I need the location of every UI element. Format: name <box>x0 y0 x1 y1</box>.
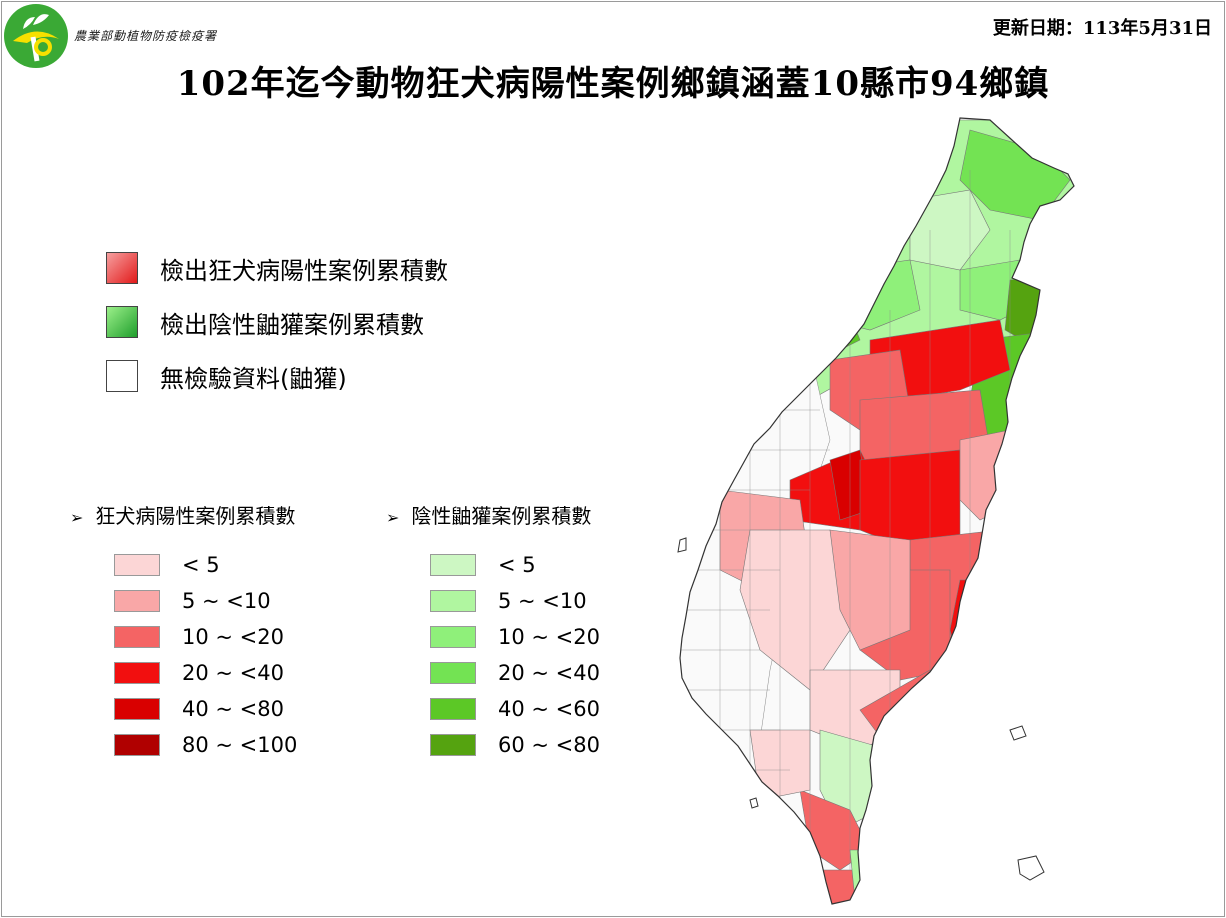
taiwan-outline <box>679 117 1075 905</box>
negative-scale-row: 40 ~ <60 <box>386 691 600 727</box>
negative-scale-row: 20 ~ <40 <box>386 655 600 691</box>
positive-scale-row: < 5 <box>70 547 297 583</box>
negative-scale-swatch <box>430 554 476 576</box>
west-islet <box>677 537 687 553</box>
positive-scale-label: 40 ~ <80 <box>182 697 284 721</box>
taiwan-choropleth-map <box>677 117 1075 905</box>
negative-scale-swatch <box>430 626 476 648</box>
negative-scale-row: < 5 <box>386 547 600 583</box>
agency-logo <box>4 4 68 68</box>
negative-scale-label: < 5 <box>498 553 536 577</box>
legend-no-data: 無檢驗資料(鼬獾) <box>106 358 448 394</box>
legend-no-data-swatch <box>106 360 138 392</box>
bullet-arrow-icon: ➢ <box>70 508 84 527</box>
small-islet <box>749 797 759 809</box>
positive-scale-swatch <box>114 554 160 576</box>
negative-scale-row: 10 ~ <20 <box>386 619 600 655</box>
positive-scale-row: 80 ~ <100 <box>70 727 297 763</box>
page-title: 102年迄今動物狂犬病陽性案例鄉鎮涵蓋10縣市94鄉鎮 <box>176 64 1050 104</box>
positive-scale-label: 80 ~ <100 <box>182 733 298 757</box>
positive-scale-swatch <box>114 662 160 684</box>
map-regions <box>680 118 1074 904</box>
negative-scale-swatch <box>430 662 476 684</box>
legend-positive-label: 檢出狂犬病陽性案例累積數 <box>160 256 448 285</box>
green-island <box>1009 725 1027 741</box>
legend-no-data-label: 無檢驗資料(鼬獾) <box>160 364 347 393</box>
positive-scale-row: 10 ~ <20 <box>70 619 297 655</box>
positive-scale-legend: ➢ 狂犬病陽性案例累積數 < 5 5 ~ <10 10 ~ <20 20 ~ <40 40… <box>70 500 297 763</box>
negative-scale-heading: ➢ 陰性鼬獾案例累積數 <box>386 504 592 528</box>
negative-scale-row: 5 ~ <10 <box>386 583 600 619</box>
legend-negative-label: 檢出陰性鼬獾案例累積數 <box>160 310 424 339</box>
positive-scale-heading: ➢ 狂犬病陽性案例累積數 <box>70 504 296 528</box>
negative-scale-legend: ➢ 陰性鼬獾案例累積數 < 5 5 ~ <10 10 ~ <20 20 ~ <40 40 … <box>386 500 600 763</box>
positive-scale-label: 5 ~ <10 <box>182 589 271 613</box>
update-date: 更新日期：113年5月31日 <box>992 18 1212 39</box>
legend-negative-swatch <box>106 306 138 338</box>
negative-scale-swatch <box>430 590 476 612</box>
positive-scale-label: 10 ~ <20 <box>182 625 284 649</box>
positive-scale-label: 20 ~ <40 <box>182 661 284 685</box>
positive-scale-label: < 5 <box>182 553 220 577</box>
negative-scale-label: 10 ~ <20 <box>498 625 600 649</box>
positive-scale-swatch <box>114 590 160 612</box>
legend-positive: 檢出狂犬病陽性案例累積數 <box>106 250 448 286</box>
positive-scale-row: 40 ~ <80 <box>70 691 297 727</box>
orchid-island <box>1017 855 1045 881</box>
legend-negative: 檢出陰性鼬獾案例累積數 <box>106 304 448 340</box>
positive-scale-row: 5 ~ <10 <box>70 583 297 619</box>
negative-scale-swatch <box>430 698 476 720</box>
negative-scale-label: 5 ~ <10 <box>498 589 587 613</box>
legend-positive-swatch <box>106 252 138 284</box>
main-legend: 檢出狂犬病陽性案例累積數 檢出陰性鼬獾案例累積數 無檢驗資料(鼬獾) <box>106 250 448 412</box>
negative-scale-label: 20 ~ <40 <box>498 661 600 685</box>
bullet-arrow-icon: ➢ <box>386 508 400 527</box>
positive-scale-swatch <box>114 698 160 720</box>
positive-scale-row: 20 ~ <40 <box>70 655 297 691</box>
negative-scale-swatch <box>430 734 476 756</box>
negative-scale-label: 40 ~ <60 <box>498 697 600 721</box>
negative-scale-label: 60 ~ <80 <box>498 733 600 757</box>
negative-scale-row: 60 ~ <80 <box>386 727 600 763</box>
agency-name: 農業部動植物防疫檢疫署 <box>74 29 218 43</box>
positive-scale-swatch <box>114 734 160 756</box>
positive-scale-swatch <box>114 626 160 648</box>
